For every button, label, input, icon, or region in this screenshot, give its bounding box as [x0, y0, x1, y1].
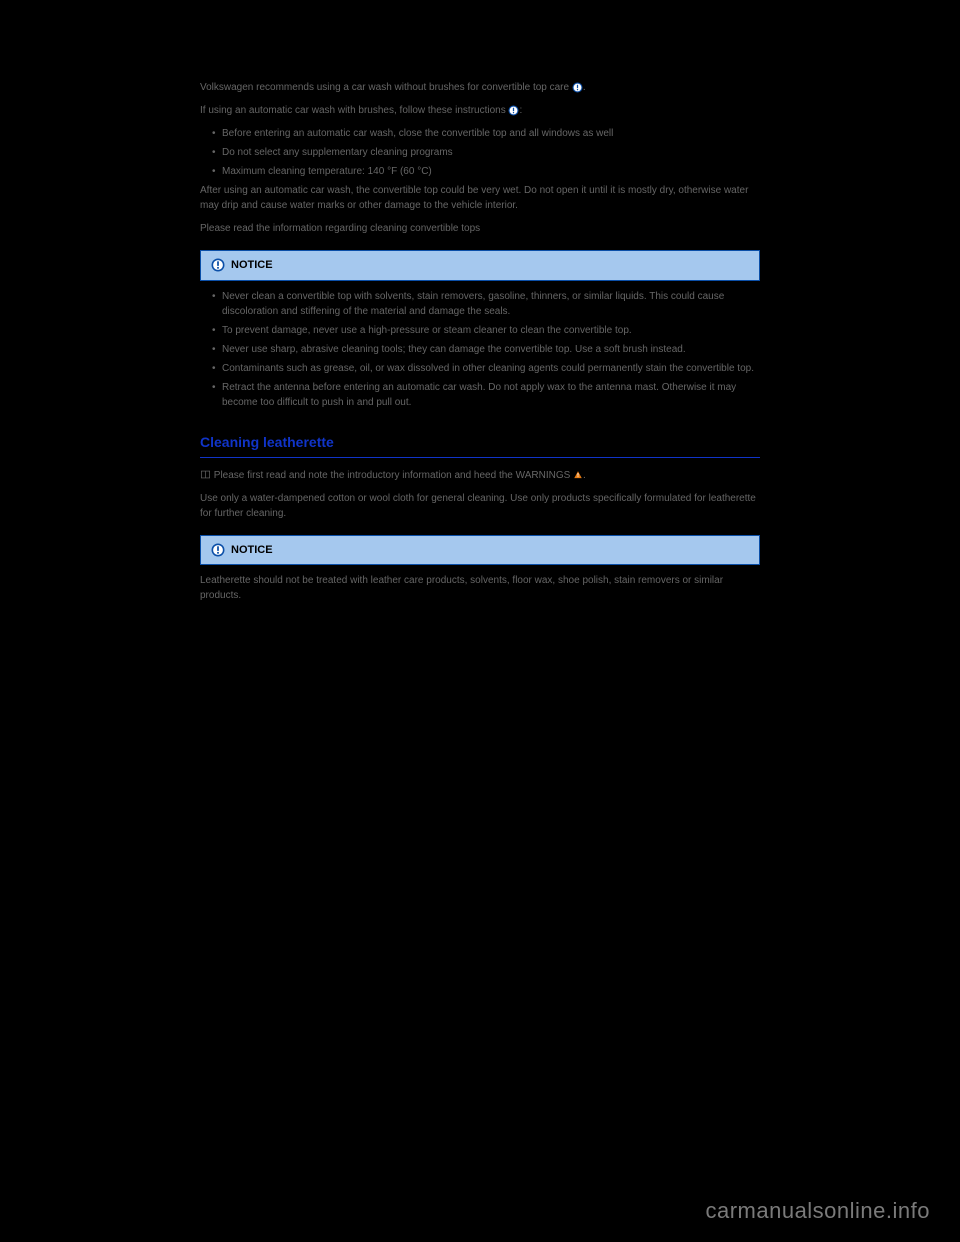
- notice1-item-1: Never clean a convertible top with solve…: [212, 289, 760, 319]
- intro-p2: If using an automatic car wash with brus…: [200, 103, 760, 118]
- notice1-items: Never clean a convertible top with solve…: [200, 289, 760, 410]
- intro-bullet-1: Before entering an automatic car wash, c…: [212, 126, 760, 141]
- intro-bullet-2: Do not select any supplementary cleaning…: [212, 145, 760, 160]
- notice1-item-4: Contaminants such as grease, oil, or wax…: [212, 361, 760, 376]
- intro-bullet-3: Maximum cleaning temperature: 140 °F (60…: [212, 164, 760, 179]
- notice-box-2: NOTICE: [200, 535, 760, 566]
- section-underline: [200, 457, 760, 458]
- notice-label-2: NOTICE: [231, 542, 273, 559]
- intro-p1: Volkswagen recommends using a car wash w…: [200, 80, 760, 95]
- warning-icon: [573, 470, 583, 480]
- notice1-item-3: Never use sharp, abrasive cleaning tools…: [212, 342, 760, 357]
- intro-bullets: Before entering an automatic car wash, c…: [200, 126, 760, 179]
- notice-icon: [211, 543, 225, 557]
- notice-inline-icon: [508, 105, 519, 116]
- notice-label-1: NOTICE: [231, 257, 273, 274]
- notice-inline-icon: [572, 82, 583, 93]
- intro-p4: Please read the information regarding cl…: [200, 221, 760, 236]
- watermark: carmanualsonline.info: [705, 1198, 930, 1224]
- section-p1: Use only a water-dampened cotton or wool…: [200, 491, 760, 521]
- notice-box-1: NOTICE: [200, 250, 760, 281]
- notice-icon: [211, 258, 225, 272]
- section-title: Cleaning leatherette: [200, 432, 760, 453]
- intro-p3: After using an automatic car wash, the c…: [200, 183, 760, 213]
- notice1-item-2: To prevent damage, never use a high-pres…: [212, 323, 760, 338]
- page-container: Volkswagen recommends using a car wash w…: [0, 0, 960, 1242]
- content-area: Volkswagen recommends using a car wash w…: [200, 80, 760, 611]
- book-icon: [200, 469, 211, 480]
- notice1-item-5: Retract the antenna before entering an a…: [212, 380, 760, 410]
- notice2-p: Leatherette should not be treated with l…: [200, 573, 760, 603]
- section-lead: Please first read and note the introduct…: [200, 468, 760, 483]
